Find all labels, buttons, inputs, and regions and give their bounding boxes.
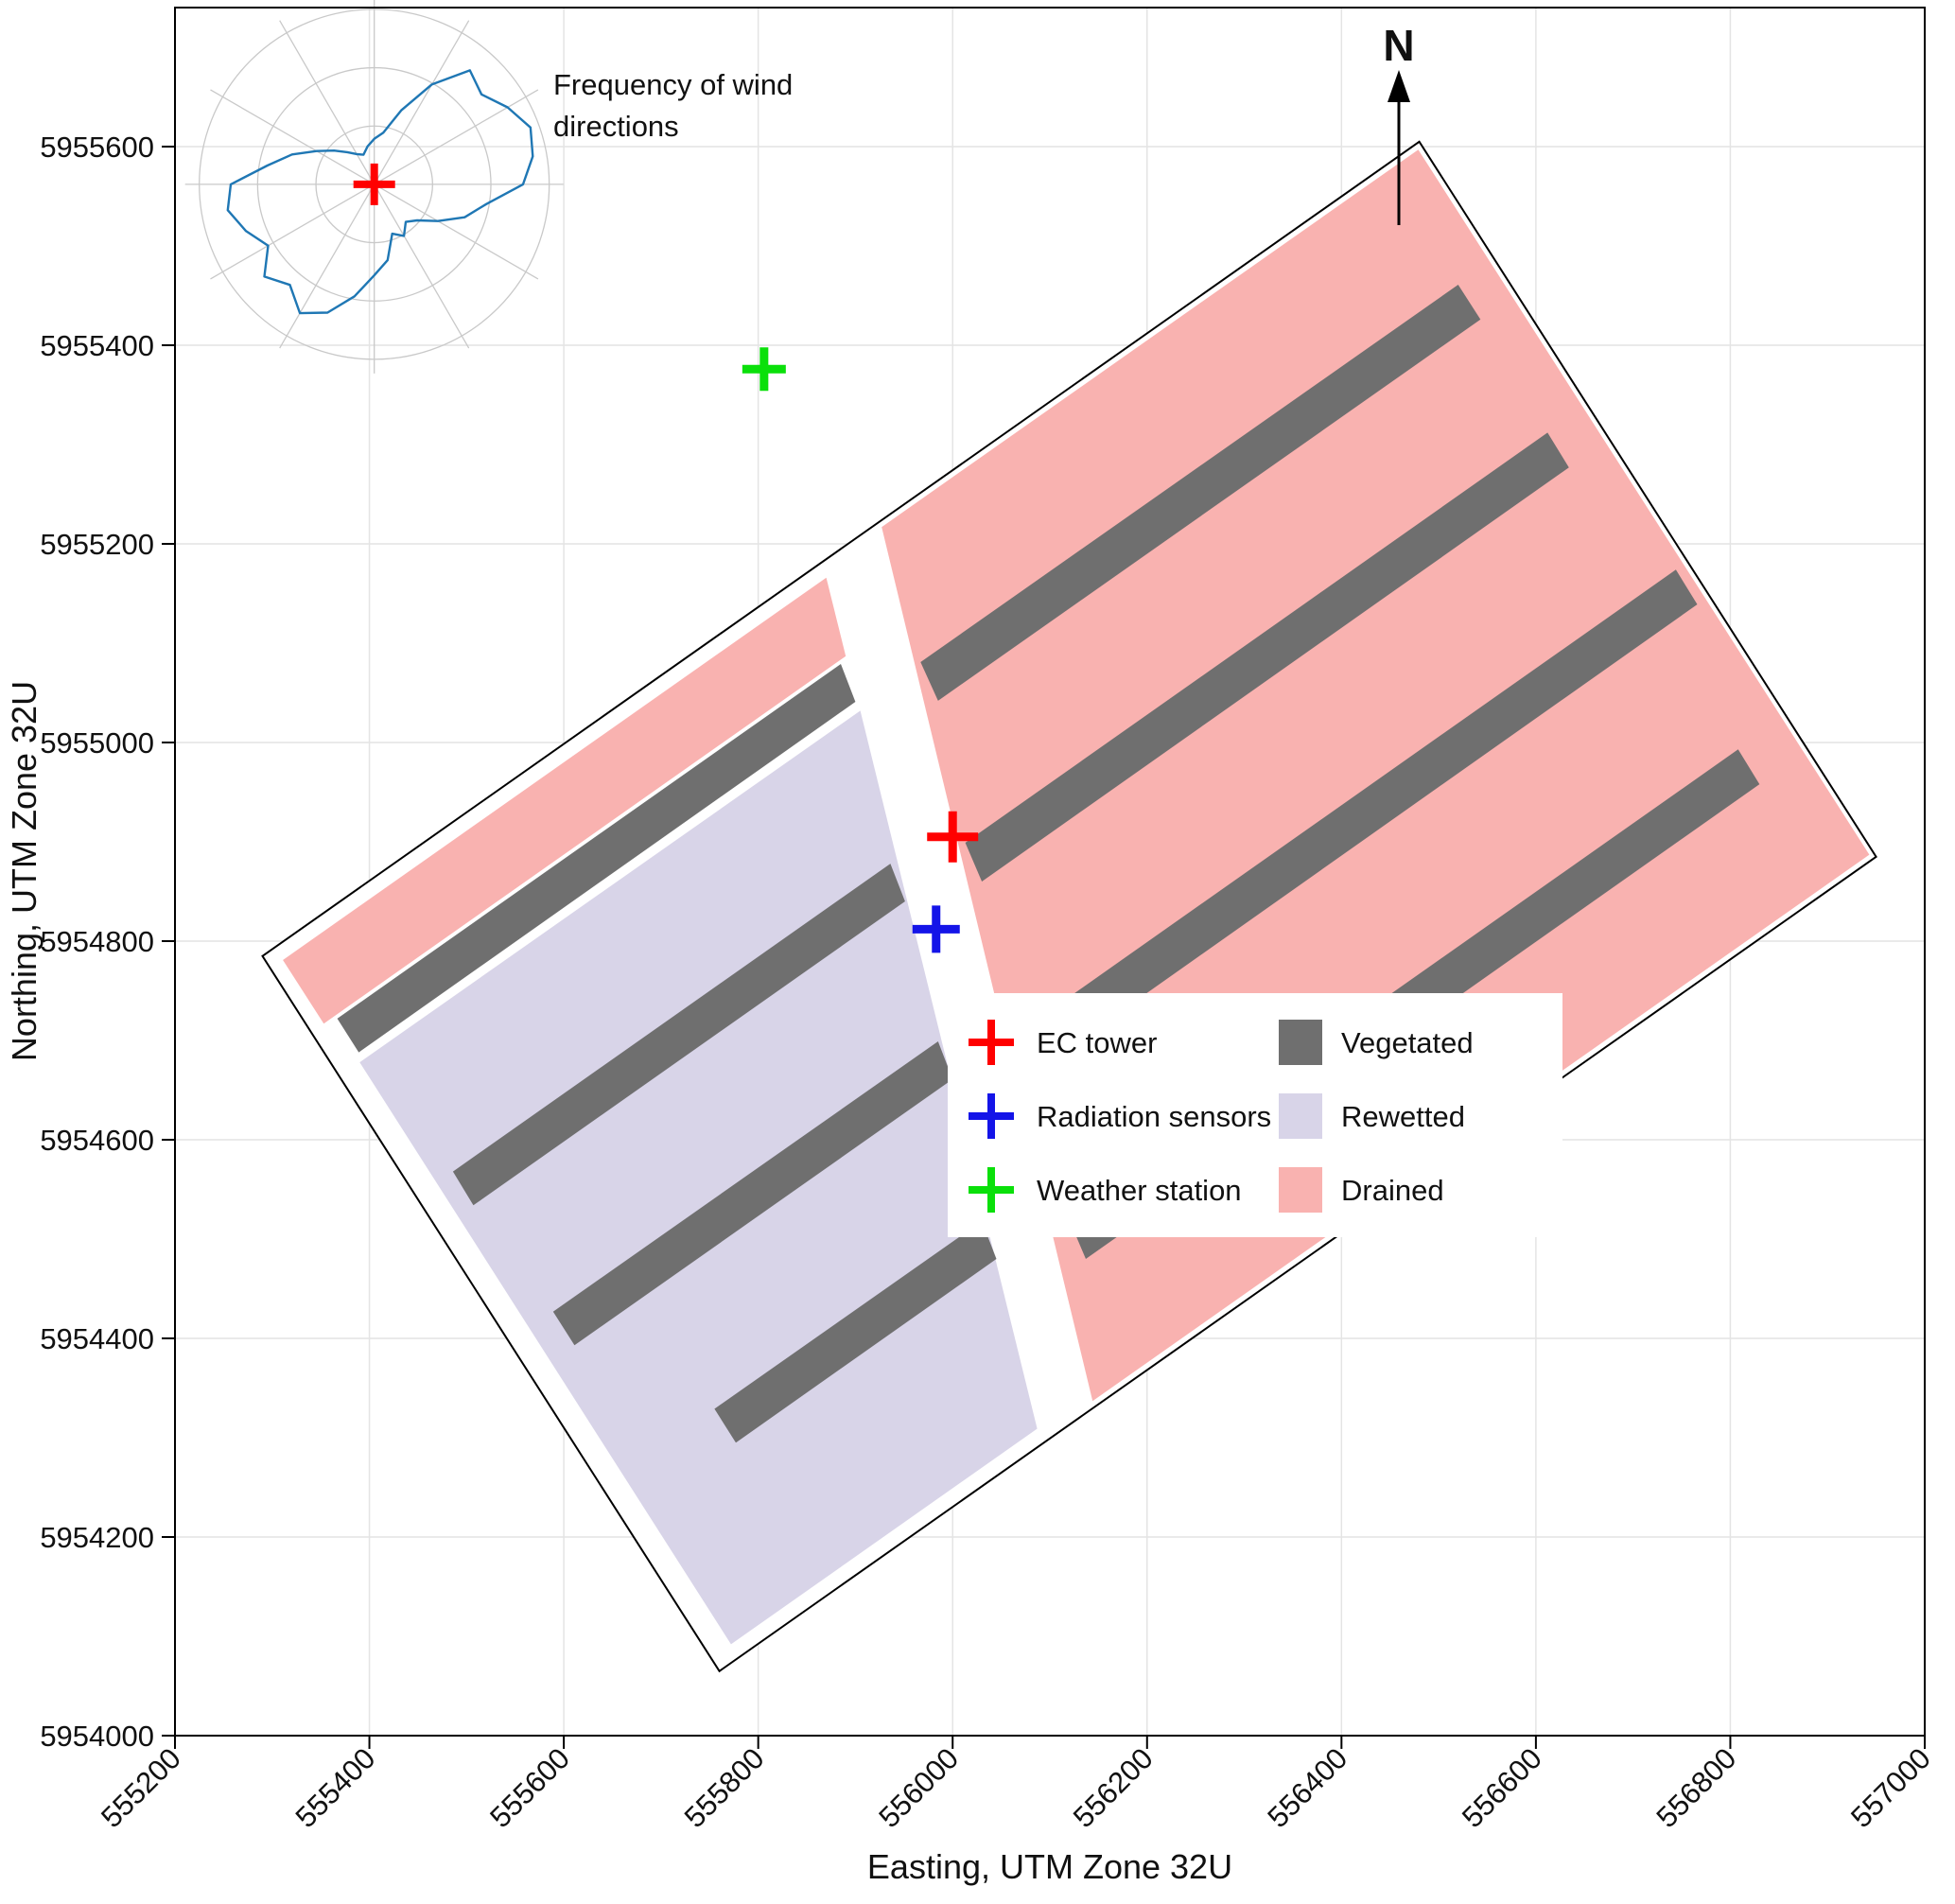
north-label: N: [1383, 21, 1414, 70]
x-tick-label-556600: 556600: [1456, 1741, 1548, 1834]
x-tick-557000: 557000: [1844, 1741, 1937, 1834]
legend-swatch-drained: [1279, 1167, 1322, 1213]
legend-item-drained: Drained: [1279, 1167, 1444, 1213]
vegetated-strip-2: [452, 864, 905, 1206]
x-tick-label-556800: 556800: [1650, 1741, 1742, 1834]
y-tick-label-5954400: 5954400: [40, 1322, 154, 1355]
legend-label-ec-tower: EC tower: [1037, 1026, 1157, 1059]
legend-label-drained: Drained: [1341, 1174, 1444, 1207]
x-tick-555400: 555400: [289, 1741, 382, 1834]
legend-label-radiation-sensors: Radiation sensors: [1037, 1100, 1271, 1133]
y-tick-label-5954000: 5954000: [40, 1720, 154, 1753]
wind-rose: [184, 0, 564, 374]
x-tick-label-557000: 557000: [1844, 1741, 1937, 1834]
plot-border: [174, 7, 1926, 1737]
map-layer: [261, 140, 1877, 1673]
x-tick-label-556000: 556000: [872, 1741, 965, 1834]
x-tick-556200: 556200: [1067, 1741, 1160, 1834]
legend-label-weather-station: Weather station: [1037, 1174, 1242, 1207]
x-tick-label-555600: 555600: [483, 1741, 576, 1834]
weather-station-marker: [742, 347, 786, 392]
region-drained-north-band: [283, 577, 847, 1024]
y-axis-label: Northing, UTM Zone 32U: [5, 681, 44, 1061]
radiation-sensors-marker: [912, 905, 960, 953]
x-tick-556600: 556600: [1456, 1741, 1548, 1834]
legend: EC tower Radiation sensors Weather station…: [948, 993, 1562, 1237]
x-tick-label-556200: 556200: [1067, 1741, 1160, 1834]
x-tick-556800: 556800: [1650, 1741, 1742, 1834]
legend-marker-ec-tower: [969, 1020, 1014, 1065]
legend-item-weather-station: Weather station: [969, 1167, 1242, 1213]
y-tick-label-5954800: 5954800: [40, 925, 154, 958]
y-tick-label-5955200: 5955200: [40, 528, 154, 561]
wind-rose-layer: [184, 0, 564, 374]
x-tick-555200: 555200: [95, 1741, 187, 1834]
x-tick-label-555800: 555800: [678, 1741, 771, 1834]
x-tick-label-555200: 555200: [95, 1741, 187, 1834]
wind-rose-center-marker: [353, 163, 395, 205]
legend-marker-radiation-sensors: [969, 1093, 1014, 1139]
y-tick-label-5954600: 5954600: [40, 1124, 154, 1157]
x-tick-555800: 555800: [678, 1741, 771, 1834]
vegetated-strip-1: [337, 664, 856, 1053]
vegetated-strip-3: [552, 1041, 953, 1346]
y-tick-label-5955600: 5955600: [40, 131, 154, 164]
vegetated-strip-5: [920, 285, 1481, 701]
x-axis-label: Easting, UTM Zone 32U: [867, 1847, 1232, 1886]
legend-label-rewetted: Rewetted: [1341, 1100, 1465, 1133]
wind-rose-frequency-line: [226, 69, 534, 315]
region-rewetted-west: [359, 710, 1038, 1645]
ec-tower-marker: [927, 811, 979, 863]
vegetated-strip-7: [1019, 569, 1698, 1072]
legend-item-vegetated: Vegetated: [1279, 1020, 1474, 1065]
x-tick-label-556400: 556400: [1261, 1741, 1353, 1834]
wind-rose-label-line2: directions: [553, 110, 679, 143]
legend-swatch-rewetted: [1279, 1093, 1322, 1139]
legend-label-vegetated: Vegetated: [1341, 1026, 1474, 1059]
legend-item-ec-tower: EC tower: [969, 1020, 1157, 1065]
x-tick-556000: 556000: [872, 1741, 965, 1834]
y-tick-label-5954200: 5954200: [40, 1521, 154, 1554]
vegetated-strip-6: [965, 432, 1569, 882]
x-tick-555600: 555600: [483, 1741, 576, 1834]
wind-rose-label-line1: Frequency of wind: [553, 68, 793, 101]
legend-background: [948, 993, 1562, 1237]
legend-marker-weather-station: [969, 1167, 1014, 1213]
y-tick-label-5955400: 5955400: [40, 329, 154, 362]
vegetated-strip-4: [714, 1221, 997, 1443]
north-arrow-head: [1388, 70, 1410, 102]
y-tick-label-5955000: 5955000: [40, 726, 154, 760]
annotation-layer: Frequency of wind directions N: [553, 21, 1415, 225]
north-arrow: N: [1383, 21, 1415, 225]
legend-item-rewetted: Rewetted: [1279, 1093, 1465, 1139]
legend-swatch-vegetated: [1279, 1020, 1322, 1065]
legend-item-radiation-sensors: Radiation sensors: [969, 1093, 1271, 1139]
x-tick-556400: 556400: [1261, 1741, 1353, 1834]
x-tick-label-555400: 555400: [289, 1741, 382, 1834]
